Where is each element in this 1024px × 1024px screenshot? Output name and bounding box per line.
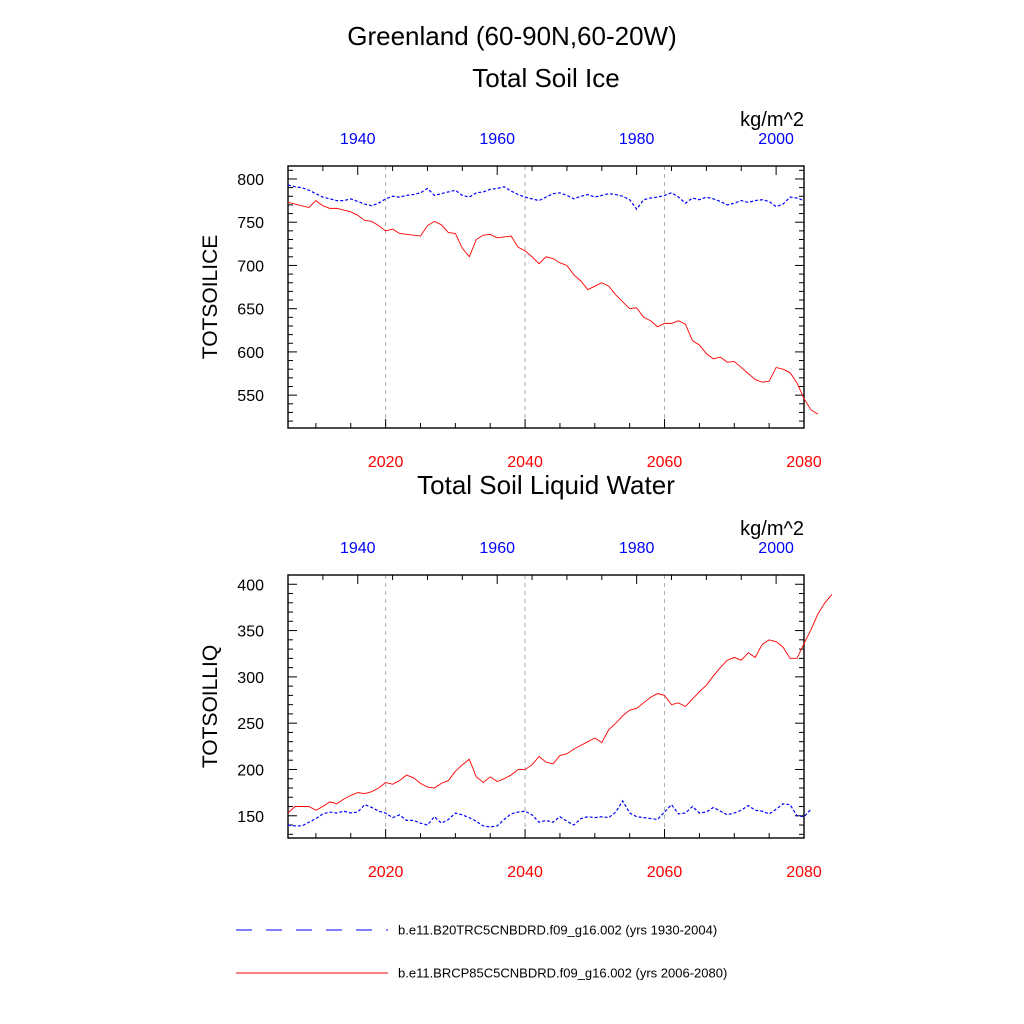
y-tick-label: 350 (237, 624, 264, 641)
legend: b.e11.B20TRC5CNBDRD.f09_g16.002 (yrs 193… (236, 923, 727, 981)
x-bottom-tick-label: 2020 (368, 864, 404, 881)
plot-frame (287, 574, 805, 839)
series-line-historical (287, 799, 812, 828)
x-bottom-tick-label: 2060 (647, 454, 683, 471)
panel-title: Total Soil Ice (472, 63, 619, 93)
y-tick-label: 550 (237, 388, 264, 405)
units-label: kg/m^2 (740, 518, 804, 540)
y-tick-label: 750 (237, 215, 264, 232)
x-top-tick-label: 1980 (619, 540, 655, 557)
y-tick-label: 150 (237, 809, 264, 826)
x-bottom-tick-label: 2080 (786, 454, 822, 471)
y-tick-label: 600 (237, 345, 264, 362)
x-top-tick-label: 1940 (340, 131, 376, 148)
x-bottom-tick-label: 2060 (647, 864, 683, 881)
panel-title: Total Soil Liquid Water (417, 470, 675, 500)
x-top-tick-label: 1960 (479, 540, 515, 557)
y-tick-label: 300 (237, 670, 264, 687)
y-tick-label: 200 (237, 762, 264, 779)
x-bottom-tick-label: 2040 (507, 864, 543, 881)
x-bottom-tick-label: 2040 (507, 454, 543, 471)
x-bottom-tick-label: 2020 (368, 454, 404, 471)
y-tick-label: 800 (237, 172, 264, 189)
series-line-historical (287, 184, 805, 211)
series-line-rcp85 (287, 594, 833, 814)
x-bottom-tick-label: 2080 (786, 864, 822, 881)
y-tick-label: 700 (237, 258, 264, 275)
legend-label: b.e11.BRCP85C5CNBDRD.f09_g16.002 (yrs 20… (398, 966, 727, 981)
units-label: kg/m^2 (740, 109, 804, 131)
chart-main-title: Greenland (60-90N,60-20W) (347, 21, 677, 51)
x-top-tick-label: 1960 (479, 131, 515, 148)
plot-frame (287, 165, 805, 429)
soil-ice-panel: Total Soil Ice TOTSOILICE kg/m^2 550 600 650 7… (199, 63, 822, 471)
y-axis-label: TOTSOILLIQ (199, 645, 222, 768)
x-top-tick-label: 2000 (758, 540, 794, 557)
legend-label: b.e11.B20TRC5CNBDRD.f09_g16.002 (yrs 193… (398, 923, 717, 938)
x-top-tick-label: 1980 (619, 131, 655, 148)
x-top-tick-label: 1940 (340, 540, 376, 557)
series-line-rcp85 (287, 199, 819, 415)
y-tick-label: 650 (237, 302, 264, 319)
soil-liquid-panel: Total Soil Liquid Water TOTSOILLIQ kg/m^2 1… (199, 470, 833, 881)
y-tick-label: 250 (237, 716, 264, 733)
x-top-tick-label: 2000 (758, 131, 794, 148)
y-axis-label: TOTSOILICE (199, 235, 222, 359)
y-tick-label: 400 (237, 577, 264, 594)
